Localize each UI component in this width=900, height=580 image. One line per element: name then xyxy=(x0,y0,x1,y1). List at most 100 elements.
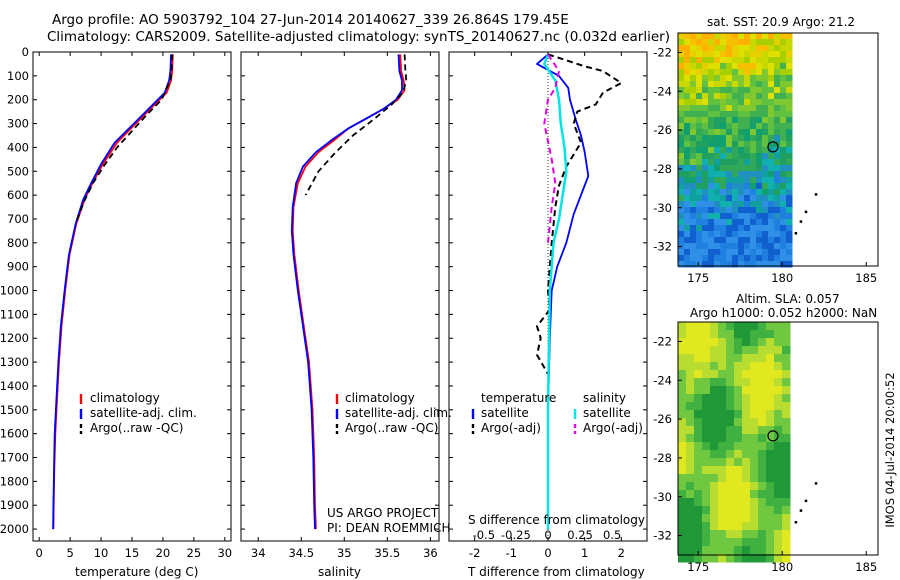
map-cell xyxy=(786,195,793,202)
map-cell xyxy=(708,219,715,226)
map-cell xyxy=(750,87,757,94)
map-cell xyxy=(720,129,727,136)
y-tick-label: 900 xyxy=(7,260,29,274)
map-cell xyxy=(726,338,735,347)
map-cell xyxy=(734,378,743,387)
map-cell xyxy=(726,231,733,238)
map-cell xyxy=(720,183,727,190)
map-cell xyxy=(684,183,691,190)
map-cell xyxy=(774,402,783,411)
series-line-climatology xyxy=(291,54,406,530)
map-cell xyxy=(738,195,745,202)
map-cell xyxy=(694,466,703,475)
map-cell xyxy=(702,370,711,379)
map-cell xyxy=(678,39,685,46)
map-cell xyxy=(690,75,697,82)
map-cell xyxy=(780,219,787,226)
map-cell xyxy=(768,183,775,190)
map-cell xyxy=(690,207,697,214)
map-cell xyxy=(694,338,703,347)
map-cell xyxy=(768,81,775,88)
map-cell xyxy=(774,231,781,238)
map-cell xyxy=(766,466,775,475)
map-cell xyxy=(726,177,733,184)
map-cell xyxy=(678,117,685,124)
map-cell xyxy=(678,219,685,226)
map-cell xyxy=(780,237,787,244)
map-cell xyxy=(756,177,763,184)
map-cell xyxy=(768,99,775,106)
diff-xlabel: T difference from climatology xyxy=(468,565,645,579)
map-cell xyxy=(768,129,775,136)
x-tick-label: 34 xyxy=(251,546,266,560)
map-cell xyxy=(726,466,735,475)
map-cell xyxy=(750,213,757,220)
map-cell xyxy=(780,93,787,100)
map-cell xyxy=(686,338,695,347)
map-cell xyxy=(696,93,703,100)
map-cell xyxy=(720,57,727,64)
map-cell xyxy=(774,506,783,515)
map-cell xyxy=(690,147,697,154)
map-x-tick-label: 180 xyxy=(771,271,793,285)
map-cell xyxy=(684,255,691,262)
y-tick-label: 1100 xyxy=(0,307,29,321)
map-cell xyxy=(702,442,711,451)
map-cell xyxy=(686,402,695,411)
map-cell xyxy=(696,183,703,190)
map-cell xyxy=(758,450,767,459)
map-cell xyxy=(786,123,793,130)
map-cell xyxy=(710,546,719,555)
temp-legend-argo: Argo(..raw -QC) xyxy=(90,421,184,435)
map-cell xyxy=(780,141,787,148)
map-cell xyxy=(734,554,743,563)
map-cell xyxy=(756,165,763,172)
map-cell xyxy=(702,213,709,220)
map-cell xyxy=(766,522,775,531)
map-cell xyxy=(786,141,793,148)
map-cell xyxy=(750,386,759,395)
map-cell xyxy=(694,442,703,451)
map-cell xyxy=(756,219,763,226)
map-cell xyxy=(684,57,691,64)
map-cell xyxy=(702,249,709,256)
map-cell xyxy=(726,183,733,190)
map-cell xyxy=(744,183,751,190)
map-cell xyxy=(738,135,745,142)
map-cell xyxy=(708,177,715,184)
map-cell xyxy=(762,51,769,58)
map-cell xyxy=(750,141,757,148)
map-cell xyxy=(750,45,757,52)
map-cell xyxy=(744,105,751,112)
map-cell xyxy=(732,159,739,166)
map-cell xyxy=(710,426,719,435)
map-cell xyxy=(732,177,739,184)
map-cell xyxy=(694,522,703,531)
map-cell xyxy=(690,105,697,112)
map-cell xyxy=(780,201,787,208)
series-group xyxy=(536,53,623,530)
map-cell xyxy=(756,213,763,220)
map-cell xyxy=(744,93,751,100)
map-cell xyxy=(726,81,733,88)
salinity-axes: 34 34.5 35 35.5 36 xyxy=(240,51,440,560)
sla-color-field xyxy=(678,322,791,563)
map-cell xyxy=(750,554,759,563)
map-cell xyxy=(756,195,763,202)
map-cell xyxy=(702,466,711,475)
map-cell xyxy=(758,538,767,547)
map-cell xyxy=(696,243,703,250)
map-cell xyxy=(732,63,739,70)
map-cell xyxy=(710,506,719,515)
map-cell xyxy=(774,474,783,483)
map-cell xyxy=(738,39,745,46)
map-cell xyxy=(782,506,791,515)
map-cell xyxy=(702,426,711,435)
map-cell xyxy=(726,346,735,355)
map-cell xyxy=(714,63,721,70)
map-cell xyxy=(714,231,721,238)
map-cell xyxy=(710,442,719,451)
map-cell xyxy=(726,498,735,507)
map-cell xyxy=(718,346,727,355)
map-cell xyxy=(766,330,775,339)
